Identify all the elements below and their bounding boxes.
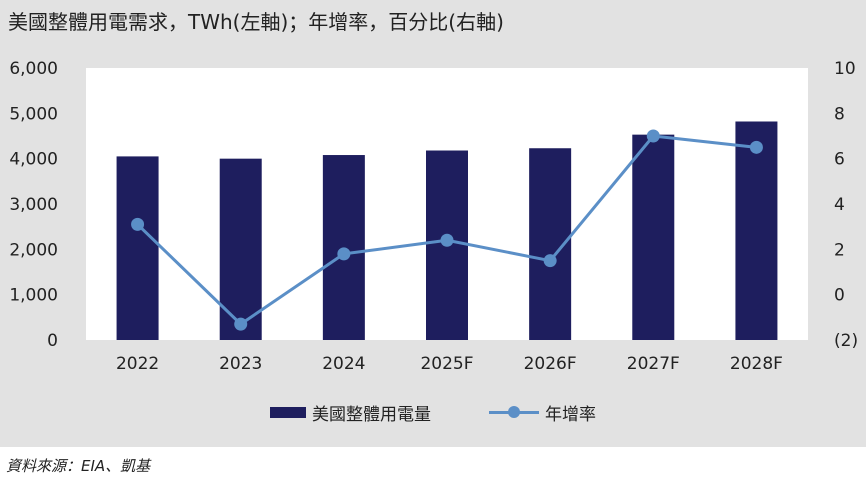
x-tick-label: 2024 xyxy=(322,354,365,374)
legend-item-line: 年增率 xyxy=(489,400,596,425)
y-right-tick-label: 0 xyxy=(834,286,845,306)
growth-point xyxy=(337,247,351,261)
y-right-tick-label: (2) xyxy=(834,331,858,351)
source-note: 資料來源：EIA、凱基 xyxy=(6,457,151,475)
y-left-tick-label: 3,000 xyxy=(9,195,58,215)
y-left-tick-label: 4,000 xyxy=(9,150,58,170)
growth-point xyxy=(749,140,763,154)
x-tick-label: 2026F xyxy=(524,354,577,374)
growth-point xyxy=(440,233,454,247)
legend-swatch-bar xyxy=(270,406,306,418)
legend-item-bar: 美國整體用電量 xyxy=(270,400,431,425)
growth-point xyxy=(543,254,557,268)
y-right-tick-label: 10 xyxy=(834,59,856,79)
growth-point xyxy=(131,217,145,231)
x-tick-label: 2023 xyxy=(219,354,262,374)
x-tick-label: 2022 xyxy=(116,354,159,374)
legend: 美國整體用電量 年增率 xyxy=(0,398,866,426)
growth-point xyxy=(646,129,660,143)
bar xyxy=(735,121,778,340)
legend-label-line: 年增率 xyxy=(545,404,596,425)
bar xyxy=(116,156,159,340)
legend-swatch-line xyxy=(489,404,539,420)
y-left-tick-label: 6,000 xyxy=(9,59,58,79)
x-tick-label: 2028F xyxy=(730,354,783,374)
y-right-tick-label: 2 xyxy=(834,240,845,260)
bar xyxy=(632,134,675,340)
y-left-tick-label: 2,000 xyxy=(9,240,58,260)
legend-label-bar: 美國整體用電量 xyxy=(312,404,431,425)
y-left-tick-label: 1,000 xyxy=(9,286,58,306)
y-right-tick-label: 4 xyxy=(834,195,845,215)
chart-panel: 美國整體用電需求，TWh(左軸)；年增率，百分比(右軸) 6,000 5,000 4… xyxy=(0,0,866,447)
x-tick-label: 2025F xyxy=(420,354,473,374)
chart-title: 美國整體用電需求，TWh(左軸)；年增率，百分比(右軸) xyxy=(8,10,504,34)
x-tick-label: 2027F xyxy=(627,354,680,374)
y-right-tick-label: 6 xyxy=(834,150,845,170)
y-left-tick-label: 5,000 xyxy=(9,104,58,124)
growth-point xyxy=(234,317,248,331)
y-left-tick-label: 0 xyxy=(47,331,58,351)
y-right-tick-label: 8 xyxy=(834,104,845,124)
chart-svg: 6,000 5,000 4,000 3,000 2,000 1,000 0 10 8 6 4 2 0 (2… xyxy=(9,59,858,374)
